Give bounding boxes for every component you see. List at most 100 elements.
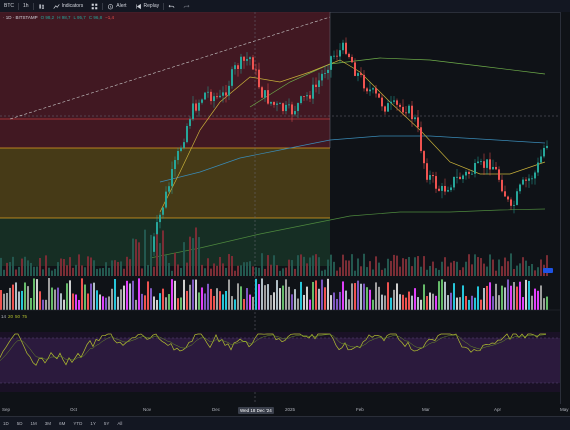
signal-bar xyxy=(342,281,344,310)
redo-button[interactable] xyxy=(179,0,194,12)
candle-body xyxy=(261,87,263,98)
volume-bar xyxy=(282,268,284,276)
signal-bar xyxy=(234,299,236,310)
volume-bar xyxy=(27,260,29,276)
chart-type-button[interactable] xyxy=(34,0,49,12)
signal-bar xyxy=(375,282,377,310)
volume-bar xyxy=(381,269,383,276)
candle-body xyxy=(219,95,221,98)
signal-bar xyxy=(489,282,491,310)
volume-bar xyxy=(288,259,290,276)
volume-bar xyxy=(474,254,476,276)
candle-body xyxy=(459,176,461,180)
layout-grid-icon xyxy=(91,3,98,9)
volume-bar xyxy=(258,267,260,276)
price-scale[interactable] xyxy=(560,12,570,404)
replay-button[interactable]: Replay xyxy=(131,0,164,12)
range-5y[interactable]: 5Y xyxy=(103,421,110,426)
templates-button[interactable] xyxy=(87,0,102,12)
volume-bar xyxy=(438,269,440,276)
volume-bar xyxy=(48,267,50,276)
axis-label: Apr xyxy=(494,407,502,412)
volume-bar xyxy=(24,256,26,276)
undo-button[interactable] xyxy=(164,0,179,12)
candle-body xyxy=(159,214,161,223)
signal-bar xyxy=(177,298,179,310)
signal-bar xyxy=(171,279,173,310)
candle-body xyxy=(174,160,176,170)
signal-bar xyxy=(204,293,206,310)
volume-bar xyxy=(429,265,431,276)
signal-bar xyxy=(45,299,47,310)
signal-bar xyxy=(189,284,191,310)
candle-body xyxy=(348,53,350,57)
signal-bar xyxy=(111,288,113,310)
candle-body xyxy=(375,88,377,94)
volume-bar xyxy=(243,262,245,276)
volume-bar xyxy=(147,264,149,276)
range-1y[interactable]: 1Y xyxy=(90,421,96,426)
signal-bar xyxy=(6,292,8,310)
signal-bar xyxy=(69,280,71,310)
axis-label: Mar xyxy=(422,407,430,412)
volume-bar xyxy=(174,252,176,276)
signal-bar xyxy=(501,285,503,310)
signal-bar xyxy=(162,288,164,310)
signal-bar xyxy=(306,286,308,310)
candle-body xyxy=(486,159,488,168)
volume-bar xyxy=(126,256,128,276)
volume-bar xyxy=(477,257,479,276)
signal-bar xyxy=(252,296,254,310)
volume-bar xyxy=(81,265,83,276)
volume-bar xyxy=(495,270,497,276)
candle-body xyxy=(501,179,503,192)
volume-bar xyxy=(414,257,416,276)
signal-bar xyxy=(216,288,218,310)
signal-bar xyxy=(201,287,203,310)
rsi-period: 14 xyxy=(1,314,7,319)
range-1m[interactable]: 1M xyxy=(30,421,37,426)
range-all[interactable]: All xyxy=(117,421,123,426)
volume-bar xyxy=(309,257,311,276)
signal-bar xyxy=(534,288,536,310)
volume-bar xyxy=(447,266,449,276)
signal-bar xyxy=(486,285,488,310)
indicators-icon xyxy=(52,3,60,9)
range-3m[interactable]: 3M xyxy=(44,421,52,426)
time-axis[interactable]: Sep Oct Nov Dec Wed 18 Dec '24 2025 Feb … xyxy=(0,404,569,416)
signal-bar xyxy=(462,285,464,310)
signal-bar xyxy=(168,294,170,310)
range-1d[interactable]: 1D xyxy=(3,421,9,426)
volume-bar xyxy=(297,255,299,276)
alert-button[interactable]: Alert xyxy=(103,0,130,12)
replay-icon xyxy=(135,3,141,9)
volume-bar xyxy=(153,266,155,276)
candle-body xyxy=(297,103,299,112)
interval-menu[interactable]: 1h xyxy=(19,0,33,12)
candle-body xyxy=(381,97,383,107)
candle-body xyxy=(483,161,485,168)
signal-bar xyxy=(270,295,272,310)
range-ytd[interactable]: YTD xyxy=(73,421,83,426)
volume-bar xyxy=(384,268,386,276)
indicators-button[interactable]: Indicators xyxy=(49,0,88,12)
candle-body xyxy=(474,163,476,174)
candle-body xyxy=(363,74,365,89)
candle-body xyxy=(456,176,458,178)
range-5d[interactable]: 5D xyxy=(16,421,23,426)
candle-body xyxy=(432,175,434,177)
ma-200 xyxy=(149,208,546,259)
volume-bar xyxy=(399,266,401,276)
signal-bar xyxy=(384,295,386,310)
volume-bar xyxy=(204,268,206,276)
volume-bar xyxy=(354,270,356,276)
signal-bar xyxy=(513,282,515,310)
price-chart[interactable] xyxy=(0,12,560,404)
range-6m[interactable]: 6M xyxy=(59,421,66,426)
candle-body xyxy=(354,62,356,76)
signal-bar xyxy=(471,295,473,310)
signal-bar xyxy=(228,279,230,310)
volume-bar xyxy=(144,229,146,276)
series-legend: · 1D · BITSTAMP O 98,2 H 98,7 L 95,7 C 9… xyxy=(3,15,114,20)
symbol-menu[interactable]: BTC xyxy=(0,0,18,12)
